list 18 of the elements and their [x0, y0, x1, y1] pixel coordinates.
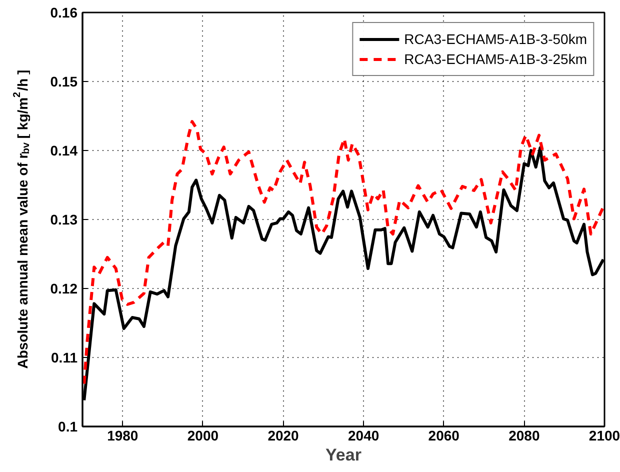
x-axis-title: Year: [326, 446, 362, 464]
x-tick-label: 1980: [107, 428, 138, 444]
x-tick-label: 2040: [348, 428, 380, 444]
x-tick-label: 2080: [508, 428, 540, 444]
y-tick-label: 0.13: [50, 212, 78, 228]
y-tick-label: 0.1: [58, 418, 78, 434]
y-tick-label: 0.14: [50, 142, 78, 158]
y-tick-label: 0.15: [50, 74, 78, 90]
x-tick-label: 2000: [187, 428, 219, 444]
legend-label: RCA3-ECHAM5-A1B-3-25km: [404, 51, 587, 67]
x-tick-label: 2060: [428, 428, 460, 444]
legend-label: RCA3-ECHAM5-A1B-3-50km: [404, 31, 587, 47]
line-series: [82, 120, 604, 386]
y-tick-label: 0.11: [51, 350, 78, 366]
y-tick-label: 0.12: [50, 280, 78, 296]
x-tick-label: 2100: [588, 428, 620, 444]
x-tick-label: 2020: [268, 428, 300, 444]
y-tick-label: 0.16: [50, 4, 78, 20]
